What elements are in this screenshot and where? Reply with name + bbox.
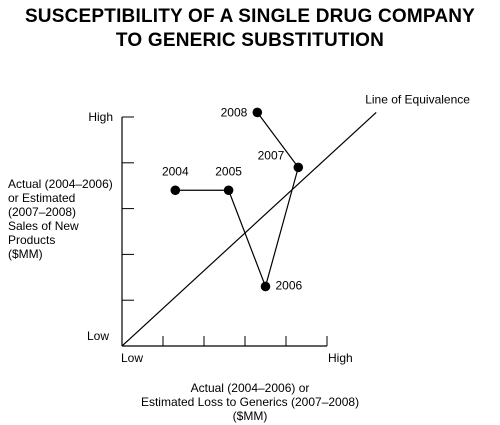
x-tick-label-low: Low <box>121 351 143 365</box>
y-tick-label-high: High <box>88 110 113 124</box>
data-label: 2004 <box>162 164 189 178</box>
y-axis-label-line: Products <box>8 233 56 247</box>
data-label: 2006 <box>276 278 303 292</box>
data-point <box>223 185 234 196</box>
data-point <box>252 107 263 118</box>
line-of-equivalence-label: Line of Equivalence <box>365 92 470 106</box>
y-axis-label-line: Actual (2004–2006) <box>8 177 113 191</box>
data-point <box>170 185 181 196</box>
data-label: 2008 <box>221 105 248 119</box>
y-axis-label-line: or Estimated <box>8 191 76 205</box>
x-axis-label-line: Estimated Loss to Generics (2007–2008) <box>140 395 360 409</box>
y-tick-label-low: Low <box>87 329 109 343</box>
x-axis-label: Actual (2004–2006) or Estimated Loss to … <box>120 381 380 423</box>
y-axis-label: Actual (2004–2006) or Estimated (2007–20… <box>8 177 120 261</box>
x-tick-label-high: High <box>328 351 353 365</box>
series-line <box>175 112 299 289</box>
x-axis-label-line: Actual (2004–2006) or <box>190 381 310 395</box>
chart-title-line-1: SUSCEPTIBILITY OF A SINGLE DRUG COMPANY <box>24 6 476 27</box>
y-axis-label-line: ($MM) <box>8 247 43 261</box>
data-point <box>293 162 304 173</box>
line-of-equivalence <box>121 111 377 347</box>
data-label: 2005 <box>215 164 242 178</box>
data-point <box>260 281 271 292</box>
data-label: 2007 <box>258 148 285 162</box>
chart-title-line-2: TO GENERIC SUBSTITUTION <box>115 30 385 51</box>
y-axis-label-line: (2007–2008) <box>8 205 77 219</box>
x-axis-label-line: ($MM) <box>232 409 268 423</box>
y-axis-label-line: Sales of New <box>8 219 79 233</box>
